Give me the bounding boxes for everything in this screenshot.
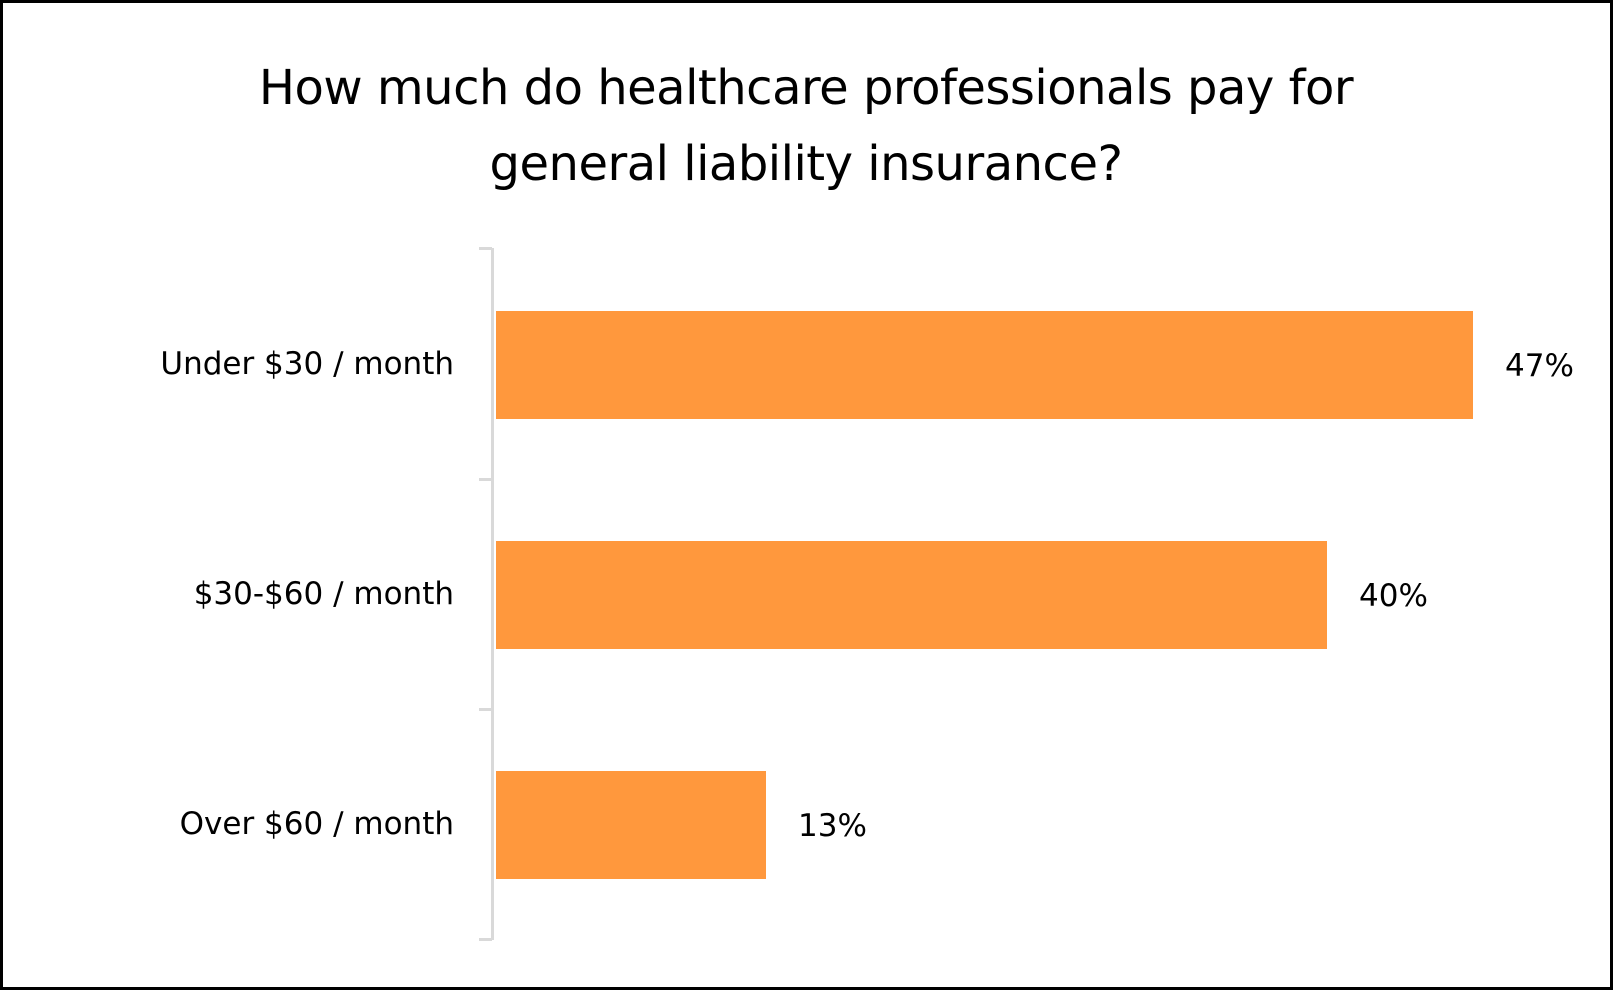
category-label-over-60: Over $60 / month (179, 806, 454, 842)
axis-tick (479, 247, 492, 250)
value-label-over-60: 13% (798, 808, 867, 844)
category-label-30-60: $30-$60 / month (193, 576, 454, 612)
axis-tick (479, 708, 492, 711)
value-label-under-30: 47% (1505, 348, 1574, 384)
axis-tick (479, 478, 492, 481)
category-axis-line (491, 248, 494, 940)
axis-tick (479, 938, 492, 941)
bar-under-30 (496, 311, 1473, 419)
chart-title-line-1: How much do healthcare professionals pay… (258, 60, 1354, 116)
chart-title: How much do healthcare professionals pay… (0, 50, 1612, 202)
bar-30-60 (496, 541, 1327, 649)
value-label-30-60: 40% (1359, 578, 1428, 614)
category-label-under-30: Under $30 / month (160, 346, 454, 382)
chart-title-line-2: general liability insurance? (489, 136, 1123, 192)
bar-over-60 (496, 771, 766, 879)
